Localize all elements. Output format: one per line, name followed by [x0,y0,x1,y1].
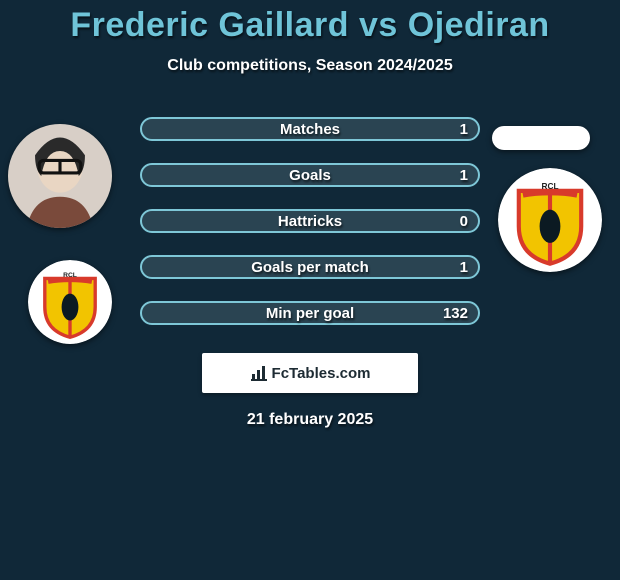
svg-text:RCL: RCL [63,272,77,279]
club-badge-left: RCL [28,260,112,344]
comparison-bars: Matches 1 Goals 1 Hattricks 0 Goals per match 1… [140,117,480,325]
stat-value-right: 132 [443,305,468,322]
comparison-row: Goals per match 1 [140,255,480,279]
player-left-avatar [8,124,112,228]
stat-label: Matches [280,121,340,138]
bar-chart-icon [250,365,268,381]
comparison-row: Goals 1 [140,163,480,187]
stat-value-right: 1 [460,259,468,276]
stat-value-right: 1 [460,121,468,138]
stat-label: Min per goal [266,305,354,322]
player-right-oval [492,126,590,150]
lens-badge-svg: RCL [498,168,602,272]
stat-label: Hattricks [278,213,342,230]
date-text: 21 february 2025 [247,411,373,429]
page-subtitle: Club competitions, Season 2024/2025 [167,57,452,75]
avatar-placeholder-svg [8,124,112,228]
comparison-row: Matches 1 [140,117,480,141]
stat-label: Goals [289,167,331,184]
stat-label: Goals per match [251,259,369,276]
club-badge-right: RCL [498,168,602,272]
stat-value-right: 0 [460,213,468,230]
site-attribution[interactable]: FcTables.com [202,353,418,393]
site-label: FcTables.com [272,365,371,382]
svg-text:RCL: RCL [541,181,558,191]
lens-badge-svg: RCL [28,260,112,344]
comparison-row: Hattricks 0 [140,209,480,233]
stat-value-right: 1 [460,167,468,184]
page-title: Frederic Gaillard vs Ojediran [70,6,549,45]
comparison-row: Min per goal 132 [140,301,480,325]
